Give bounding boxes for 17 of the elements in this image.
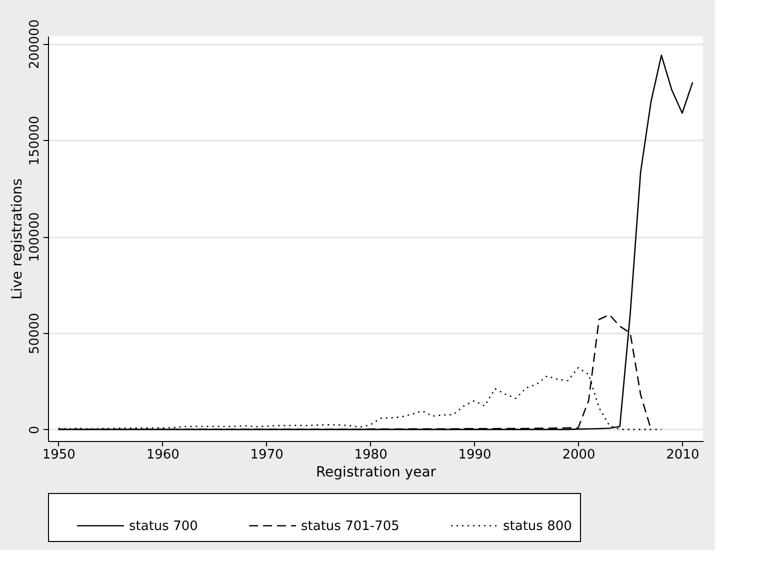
- y-tick-label: 0: [28, 426, 42, 434]
- x-tick-label: 1960: [146, 448, 180, 462]
- y-tick-label: 200000: [28, 19, 42, 70]
- x-tick-label: 1990: [458, 448, 492, 462]
- y-tick-label: 150000: [28, 116, 42, 166]
- y-tick-label: 100000: [28, 212, 42, 262]
- x-tick-label: 2000: [562, 448, 596, 462]
- legend-label: status 701-705: [301, 518, 400, 534]
- x-tick-label: 1950: [42, 448, 76, 462]
- x-tick-label: 1970: [250, 448, 284, 462]
- x-tick-label: 1980: [354, 448, 388, 462]
- x-tick-label: 2010: [666, 448, 700, 462]
- legend-label: status 800: [503, 518, 572, 534]
- legend-label: status 700: [129, 518, 198, 534]
- x-axis-title: Registration year: [316, 464, 436, 480]
- y-tick-label: 50000: [28, 312, 42, 354]
- y-axis-title: Live registrations: [10, 178, 26, 300]
